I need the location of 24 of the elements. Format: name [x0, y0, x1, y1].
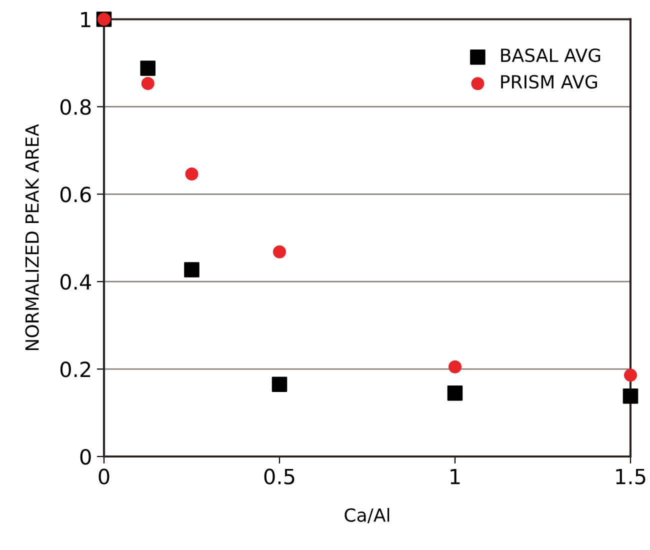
y-axis-title: NORMALIZED PEAK AREA: [25, 124, 39, 350]
point: [272, 245, 286, 258]
x-tick-label: 0.5: [264, 468, 294, 484]
x-tick-label: 1: [450, 468, 460, 484]
x-tick-label: 0: [98, 468, 110, 484]
point: [448, 360, 462, 374]
point: [447, 385, 463, 401]
point: [624, 368, 638, 382]
point: [140, 60, 156, 76]
y-tick-label: 0: [80, 448, 91, 465]
legend-label: PRISM AVG: [501, 74, 597, 89]
point: [185, 168, 198, 181]
legend-label: BASAL AVG: [501, 48, 600, 62]
x-axis-title: Ca/Al: [344, 508, 390, 524]
y-tick-label: 0.2: [60, 362, 90, 378]
point: [184, 262, 200, 278]
point: [272, 376, 288, 392]
y-tick-label: 0.4: [60, 274, 92, 290]
point: [622, 388, 638, 404]
y-tick-label: 1: [81, 12, 90, 28]
y-tick-label: 0.8: [60, 99, 91, 115]
x-tick-label: 1.5: [616, 468, 646, 484]
point: [141, 77, 154, 90]
y-tick-label: 0.6: [60, 186, 91, 202]
